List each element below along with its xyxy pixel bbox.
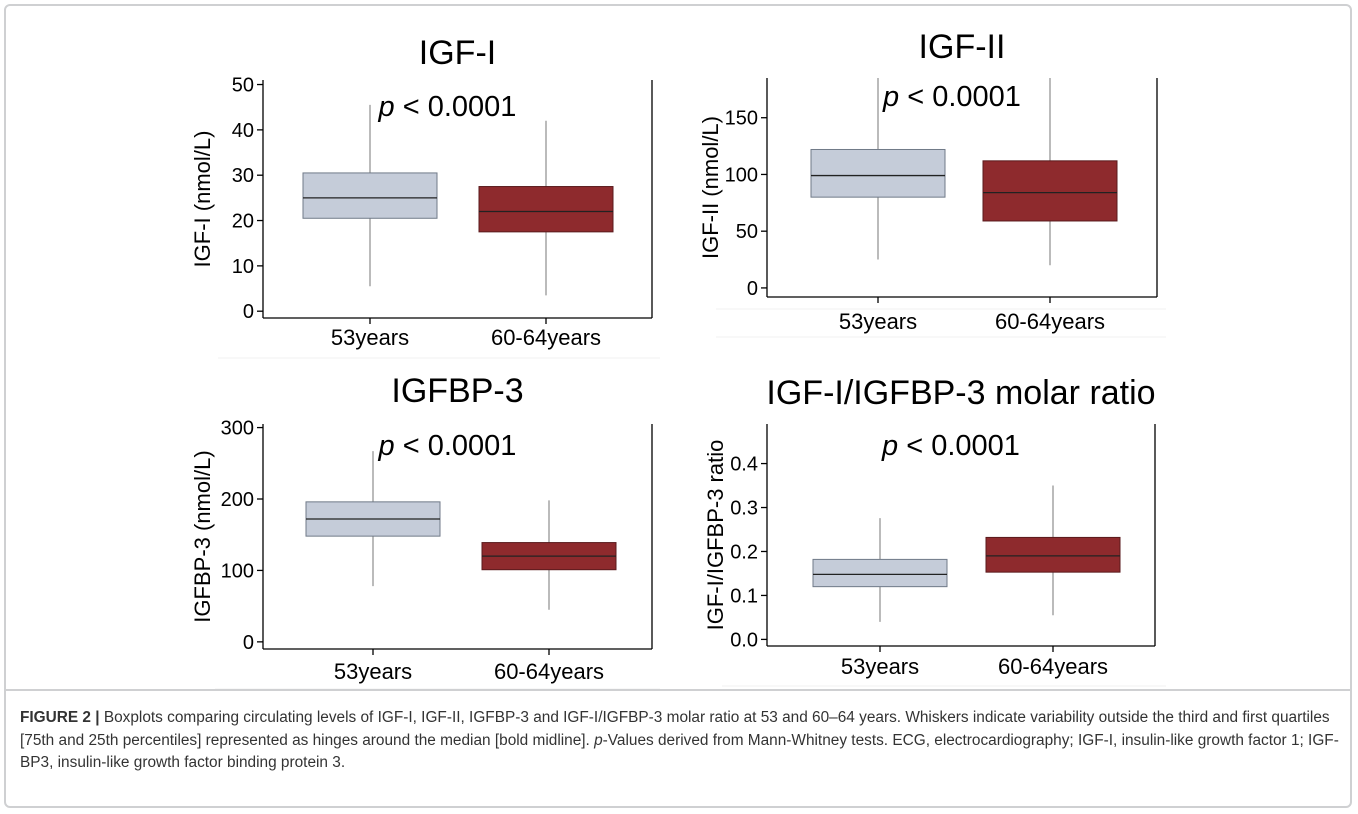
y-tick-label: 10 [232, 256, 254, 278]
y-tick-label: 0.1 [730, 585, 758, 607]
y-axis-label: IGF-II (nmol/L) [698, 116, 723, 259]
x-tick-label: 53years [331, 325, 409, 350]
y-tick-label: 20 [232, 211, 254, 233]
y-tick-label: 0.3 [730, 498, 758, 520]
x-tick-label: 53years [334, 659, 412, 684]
box-53years [810, 148, 946, 198]
x-tick-label: 60-64years [998, 654, 1108, 679]
y-tick-label: 0 [747, 278, 758, 300]
x-tick-label: 60-64years [494, 659, 604, 684]
caption-divider [4, 689, 1352, 691]
caption-text-2: -Values derived from Mann-Whitney tests.… [20, 731, 1339, 772]
p-value-annotation: p < 0.0001 [882, 81, 1021, 113]
x-tick-label: 60-64years [491, 325, 601, 350]
y-tick-label: 100 [725, 164, 758, 186]
y-tick-label: 200 [221, 489, 254, 511]
figure-caption: FIGURE 2 | Boxplots comparing circulatin… [20, 707, 1340, 775]
chart-title: IGF-I/IGFBP-3 molar ratio [766, 374, 1155, 412]
chart-title: IGF-II [919, 28, 1006, 66]
y-tick-label: 150 [725, 108, 758, 130]
y-tick-label: 30 [232, 165, 254, 187]
x-tick-label: 53years [839, 309, 917, 334]
x-tick-label: 53years [841, 654, 919, 679]
box-60-64years [982, 160, 1118, 222]
box-60-64years [985, 536, 1121, 573]
y-axis-label: IGF-I (nmol/L) [190, 131, 215, 268]
figure-charts: IGF-I p < 0.0001 IGF-I (nmol/L) 0 10 20 30 40 50… [190, 28, 1166, 690]
y-tick-label: 40 [232, 120, 254, 142]
chart-title: IGFBP-3 [391, 372, 523, 410]
caption-label: FIGURE 2 | [20, 709, 100, 726]
y-tick-label: 100 [221, 560, 254, 582]
figure-frame [4, 4, 1352, 808]
y-tick-label: 50 [232, 75, 254, 97]
caption-italic-p: p [594, 731, 603, 749]
p-value-annotation: p < 0.0001 [881, 430, 1020, 462]
chart-title: IGF-I [419, 34, 496, 72]
caption-text-1: Boxplots comparing circulating levels of… [20, 709, 1330, 749]
box-53years [812, 558, 948, 588]
y-tick-label: 0 [243, 632, 254, 654]
y-tick-label: 0 [243, 301, 254, 323]
box-60-64years [478, 186, 614, 233]
y-tick-label: 0.4 [730, 454, 758, 476]
y-tick-label: 50 [736, 221, 758, 243]
p-value-annotation: p < 0.0001 [378, 430, 517, 462]
p-value-annotation: p < 0.0001 [378, 91, 517, 123]
x-tick-label: 60-64years [995, 309, 1105, 334]
y-tick-label: 0.2 [730, 541, 758, 563]
box-53years [302, 172, 438, 219]
y-tick-label: 300 [221, 418, 254, 440]
y-tick-label: 0.0 [730, 629, 758, 651]
y-axis-label: IGFBP-3 (nmol/L) [190, 450, 215, 622]
y-axis-label: IGF-I/IGFBP-3 ratio [703, 440, 728, 631]
